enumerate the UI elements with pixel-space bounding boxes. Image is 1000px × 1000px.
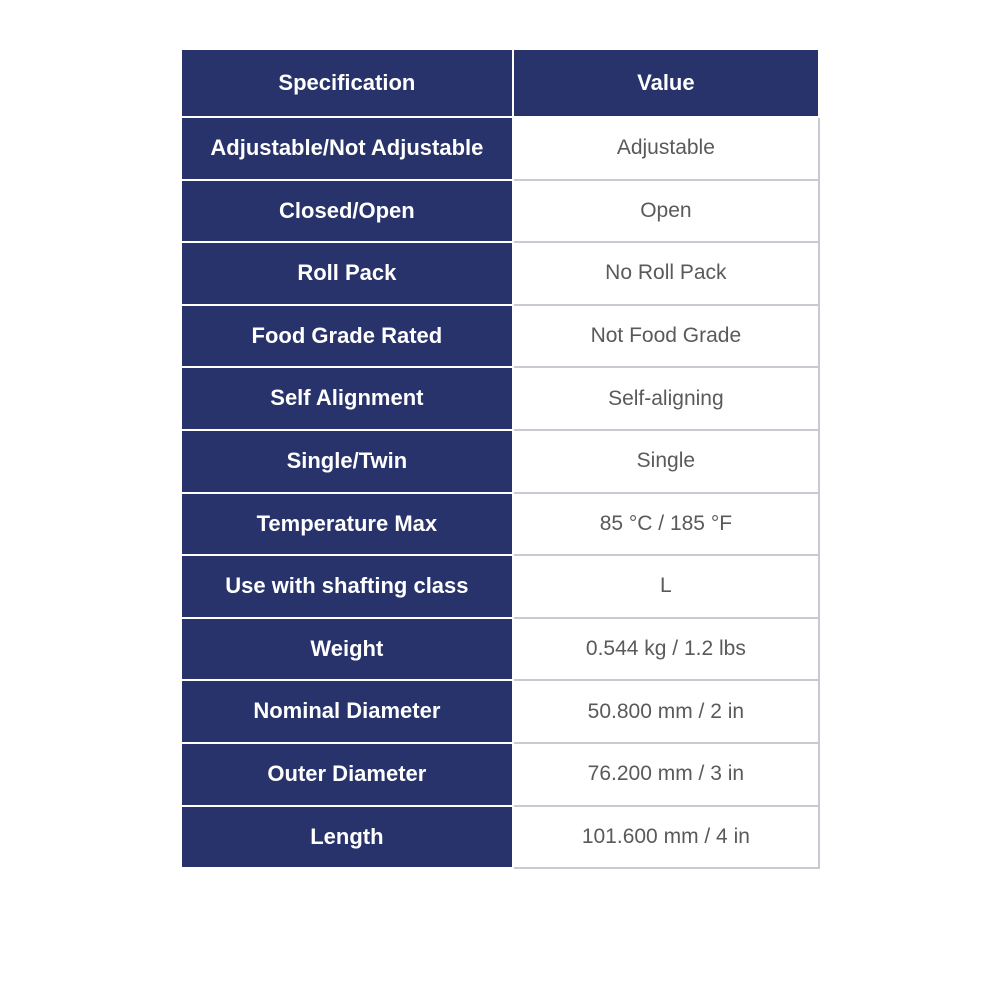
- spec-value: 85 °C / 185 °F: [513, 493, 819, 556]
- spec-value: Not Food Grade: [513, 305, 819, 368]
- spec-label: Single/Twin: [181, 430, 513, 493]
- spec-label: Outer Diameter: [181, 743, 513, 806]
- table-row: Adjustable/Not Adjustable Adjustable: [181, 117, 819, 180]
- spec-label: Roll Pack: [181, 242, 513, 305]
- table-row: Self Alignment Self-aligning: [181, 367, 819, 430]
- spec-value: 50.800 mm / 2 in: [513, 680, 819, 743]
- spec-value: Single: [513, 430, 819, 493]
- table-row: Length 101.600 mm / 4 in: [181, 806, 819, 869]
- spec-label: Food Grade Rated: [181, 305, 513, 368]
- table-row: Roll Pack No Roll Pack: [181, 242, 819, 305]
- table-row: Temperature Max 85 °C / 185 °F: [181, 493, 819, 556]
- spec-value: Open: [513, 180, 819, 243]
- table-row: Outer Diameter 76.200 mm / 3 in: [181, 743, 819, 806]
- spec-label: Temperature Max: [181, 493, 513, 556]
- table-row: Closed/Open Open: [181, 180, 819, 243]
- spec-label: Length: [181, 806, 513, 869]
- spec-value: Self-aligning: [513, 367, 819, 430]
- table-header-row: Specification Value: [181, 49, 819, 117]
- spec-value: 0.544 kg / 1.2 lbs: [513, 618, 819, 681]
- spec-label: Weight: [181, 618, 513, 681]
- header-value: Value: [513, 49, 819, 117]
- table-row: Food Grade Rated Not Food Grade: [181, 305, 819, 368]
- table-row: Nominal Diameter 50.800 mm / 2 in: [181, 680, 819, 743]
- spec-label: Adjustable/Not Adjustable: [181, 117, 513, 180]
- spec-label: Closed/Open: [181, 180, 513, 243]
- spec-label: Self Alignment: [181, 367, 513, 430]
- spec-value: 101.600 mm / 4 in: [513, 806, 819, 869]
- table-row: Single/Twin Single: [181, 430, 819, 493]
- table-row: Weight 0.544 kg / 1.2 lbs: [181, 618, 819, 681]
- spec-label: Use with shafting class: [181, 555, 513, 618]
- table-row: Use with shafting class L: [181, 555, 819, 618]
- spec-value: 76.200 mm / 3 in: [513, 743, 819, 806]
- specification-table: Specification Value Adjustable/Not Adjus…: [180, 48, 820, 869]
- spec-value: L: [513, 555, 819, 618]
- header-spec: Specification: [181, 49, 513, 117]
- spec-value: Adjustable: [513, 117, 819, 180]
- spec-label: Nominal Diameter: [181, 680, 513, 743]
- spec-value: No Roll Pack: [513, 242, 819, 305]
